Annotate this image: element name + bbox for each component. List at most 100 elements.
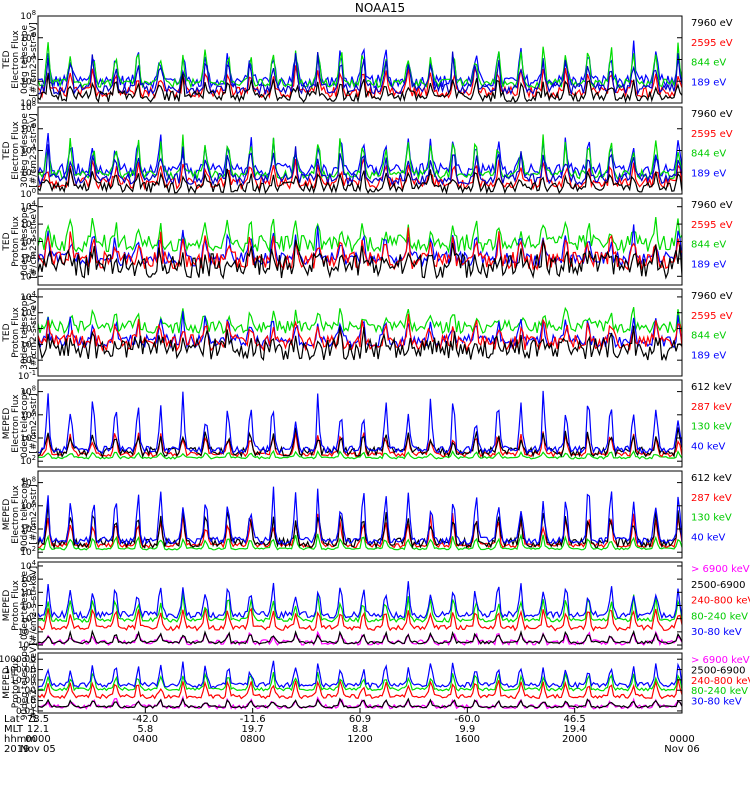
y-axis-label: 0deg telescope (20, 207, 30, 277)
x-tick-date: Nov 06 (664, 744, 699, 755)
y-axis-label: 0deg telescope (20, 389, 30, 459)
y-tick-label: 0.01 (16, 707, 36, 717)
y-axis-label: Electron Flux (11, 394, 21, 453)
plot-frame (37, 288, 683, 377)
y-axis-label: 90deg telescope (20, 645, 30, 720)
x-tick-date: Nov 05 (20, 744, 55, 755)
y-axis-label: 30deg telescope (20, 295, 30, 370)
y-axis-label: MEPED (2, 667, 12, 699)
legend-entry: 130 keV (691, 422, 732, 433)
series-group (38, 306, 682, 362)
legend-entry: 2595 eV (691, 220, 733, 231)
legend-entry: 2595 eV (691, 311, 733, 322)
y-axis-label: Electron Flux (11, 121, 21, 180)
x-tick-mlt: 19.4 (564, 724, 586, 735)
series-80-240-kev (38, 592, 682, 624)
y-tick-label: 100 (20, 187, 36, 200)
legend-entry: 2595 eV (691, 38, 733, 49)
legend-entry: 40 keV (691, 441, 725, 452)
legend-entry: 612 keV (691, 382, 732, 393)
legend-entry: 30-80 keV (691, 627, 742, 638)
series-7960-ev (38, 133, 682, 179)
legend-entry: 30-80 keV (691, 697, 742, 708)
y-axis-label: Electron Flux (11, 485, 21, 544)
x-tick-hhmm: 1200 (347, 734, 372, 745)
series-240-800-kev (38, 607, 682, 632)
legend-entry: 844 eV (691, 240, 726, 251)
y-axis-label: MEPED (2, 590, 12, 622)
legend-entry: 80-240 keV (691, 611, 748, 622)
y-axis-label: TED (2, 50, 12, 69)
series-group (38, 217, 682, 280)
y-axis-label: Proton Flux (11, 657, 21, 708)
y-axis-label: Proton Flux (11, 216, 21, 267)
legend-entry: 7960 eV (691, 109, 733, 120)
series-group (38, 581, 682, 647)
x-tick-mlt: 12.1 (27, 724, 49, 735)
y-axis-label: [#/cm2-s-str-eV] (29, 113, 39, 188)
x-row-label: MLT (4, 724, 24, 735)
legend-entry: 287 keV (691, 493, 732, 504)
legend-entry: 7960 eV (691, 291, 733, 302)
series--6900-kev (38, 630, 682, 647)
x-tick-lat: -60.0 (454, 714, 480, 725)
series-189-ev (38, 325, 682, 362)
y-axis-label: [#/cm2-s-str-eV] (29, 295, 39, 370)
x-row-label: 2019 (4, 744, 29, 755)
y-tick-label: 100.00 (5, 666, 37, 676)
series-7960-ev (38, 217, 682, 255)
x-tick-hhmm: 2000 (562, 734, 587, 745)
x-row-label: Lat (4, 714, 20, 725)
y-tick-label: 10-1 (18, 369, 36, 382)
series-group (38, 40, 682, 103)
series-7960-ev (38, 306, 682, 335)
figure-title: NOAA15 (355, 1, 405, 15)
series-30-80-kev (38, 581, 682, 620)
legend-entry: 40 keV (691, 532, 725, 543)
x-tick-lat: 60.9 (349, 714, 371, 725)
legend-entry: 844 eV (691, 331, 726, 342)
y-axis-label: 0deg telescope (20, 25, 30, 95)
y-axis-label: 90deg telescope (20, 477, 30, 552)
x-tick-lat: -42.0 (132, 714, 158, 725)
x-tick-mlt: 9.9 (459, 724, 475, 735)
y-axis-label: [#/cm2-s-str-eV] (29, 204, 39, 279)
legend-entry: 612 keV (691, 473, 732, 484)
y-axis-label: [#/cm2-s-str-keV] (29, 643, 39, 722)
y-axis-label: MEPED (2, 408, 12, 440)
x-tick-hhmm: 0000 (669, 734, 694, 745)
y-axis-label: TED (2, 141, 12, 160)
legend-entry: 2500-6900 (691, 580, 746, 591)
y-tick-label: 108 (20, 9, 36, 22)
series-612-kev (38, 449, 682, 460)
plot-frame (37, 561, 683, 650)
y-tick-label: 10.00 (10, 676, 36, 686)
y-axis-label: [#/cm2-s-str-keV] (29, 566, 39, 645)
y-axis-label: 30deg telescope (20, 113, 30, 188)
x-tick-mlt: 5.8 (137, 724, 153, 735)
y-tick-label: 0.10 (16, 697, 36, 707)
series-189-ev (38, 239, 682, 280)
x-tick-lat: 78.5 (27, 714, 49, 725)
series-2500-6900 (38, 697, 682, 709)
y-axis-label: 0deg telescope (20, 571, 30, 641)
series-group (38, 486, 682, 551)
plot-frame (37, 379, 683, 468)
legend-entry: 2595 eV (691, 129, 733, 140)
y-axis-label: [#/cm2-s-str-eV] (29, 22, 39, 97)
series-black (38, 168, 682, 194)
legend-entry: 189 eV (691, 350, 726, 361)
y-axis-label: TED (2, 232, 12, 251)
series-844-ev (38, 313, 682, 353)
legend-entry: 7960 eV (691, 200, 733, 211)
